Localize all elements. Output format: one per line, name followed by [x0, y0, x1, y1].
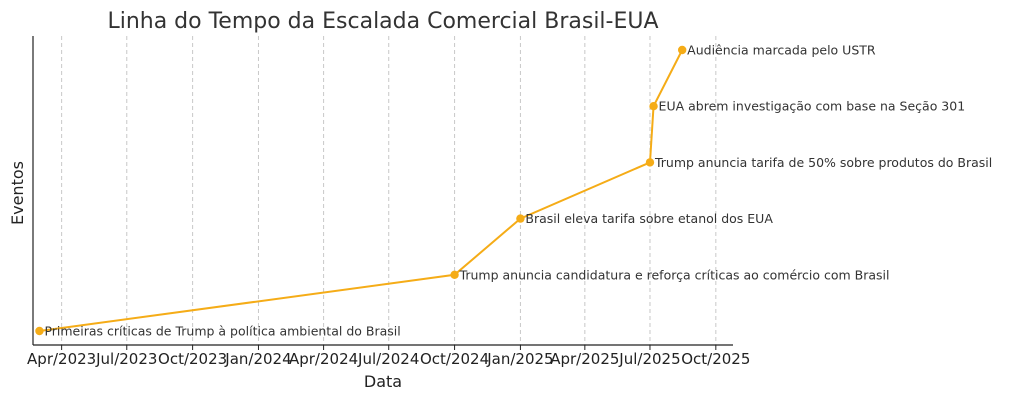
- x-tick-label: Oct/2023: [158, 350, 227, 368]
- point-label: EUA abrem investigação com base na Seção…: [659, 99, 966, 114]
- point-label: Primeiras críticas de Trump à política a…: [44, 324, 400, 339]
- data-point: [35, 326, 44, 336]
- x-tick-label: Jan/2024: [224, 350, 291, 368]
- x-tick-label: Oct/2024: [420, 350, 489, 368]
- grid-lines: [61, 36, 717, 345]
- data-point: [677, 45, 687, 55]
- x-axis-ticks: Apr/2023 Jul/2023 Oct/2023Jan/2024Apr/2024…: [27, 345, 750, 368]
- x-tick-label: Jul/2024: [357, 350, 419, 368]
- data-point: [649, 102, 658, 111]
- x-tick-label: Apr/2024: [289, 350, 358, 368]
- x-tick-label: Apr/2023: [27, 350, 96, 368]
- point-label: Audiência marcada pelo USTR: [687, 43, 876, 58]
- data-point: [516, 214, 525, 223]
- data-point: [450, 270, 459, 279]
- x-tick-label: Jan/2025: [486, 350, 553, 368]
- x-axis-label: Data: [364, 372, 402, 391]
- point-label: Trump anuncia candidatura e reforça crít…: [459, 267, 890, 282]
- chart-title: Linha do Tempo da Escalada Comercial Bra…: [107, 9, 658, 34]
- point-label: Trump anuncia tarifa de 50% sobre produt…: [654, 155, 992, 170]
- y-axis-label: Eventos: [8, 161, 27, 225]
- x-tick-label: Jul/2023: [95, 350, 157, 368]
- series-line: [39, 49, 684, 332]
- data-point: [645, 158, 655, 167]
- x-tick-label: Oct/2025: [681, 350, 750, 368]
- x-tick-label: Apr/2025: [550, 350, 619, 368]
- series-events: Primeiras críticas de Trump à política a…: [35, 43, 992, 339]
- point-label: Brasil eleva tarifa sobre etanol dos EUA: [525, 211, 773, 226]
- x-tick-label: Jul/2025: [618, 350, 680, 368]
